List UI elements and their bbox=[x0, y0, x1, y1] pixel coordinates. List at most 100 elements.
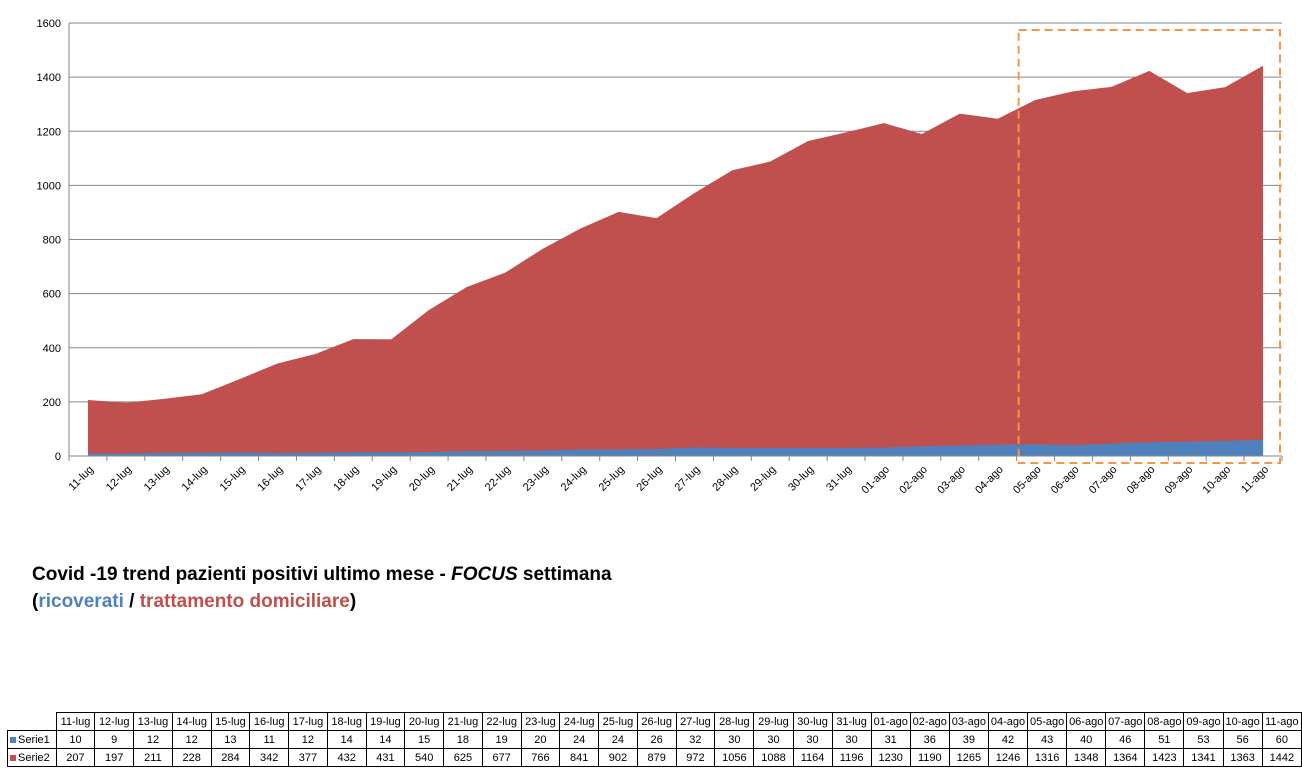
table-cell: 972 bbox=[675, 748, 716, 767]
table-cell: 43 bbox=[1027, 730, 1068, 749]
table-header-cell: 03-ago bbox=[948, 712, 989, 731]
table-header-cell: 11-ago bbox=[1261, 712, 1302, 731]
table-cell: 625 bbox=[443, 748, 483, 767]
y-tick-label: 400 bbox=[43, 343, 61, 355]
table-cell: 1265 bbox=[948, 748, 989, 767]
table-cell: 42 bbox=[987, 730, 1029, 749]
table-cell: 11 bbox=[249, 730, 290, 749]
table-header-cell: 28-lug bbox=[714, 712, 755, 731]
table-cell: 1088 bbox=[753, 748, 794, 767]
x-tick-label: 07-ago bbox=[1087, 464, 1120, 497]
chart-caption: Covid -19 trend pazienti positivi ultimo… bbox=[32, 561, 612, 615]
y-tick-label: 800 bbox=[43, 235, 61, 247]
data-table: 11-lug 12-lug 13-lug 14-lug 15-lug 16-lug 17-l… bbox=[7, 712, 1302, 767]
table-cell: 26 bbox=[636, 730, 677, 749]
table-header-cell: 29-lug bbox=[753, 712, 794, 731]
table-cell: 1341 bbox=[1183, 748, 1224, 767]
table-cell: 1164 bbox=[792, 748, 833, 767]
table-cell: 1442 bbox=[1261, 748, 1302, 767]
table-cell: 431 bbox=[365, 748, 406, 767]
x-tick-label: 20-lug bbox=[407, 464, 437, 494]
caption-focus: FOCUS bbox=[451, 564, 518, 585]
table-header-cell: 21-lug bbox=[443, 712, 483, 731]
caption-ricoverati: ricoverati bbox=[38, 591, 124, 612]
x-tick-label: 18-lug bbox=[331, 464, 361, 494]
table-cell: 20 bbox=[520, 730, 561, 749]
table-cell: 14 bbox=[365, 730, 406, 749]
table-cell: 12 bbox=[288, 730, 328, 749]
y-tick-label: 1600 bbox=[37, 18, 61, 30]
x-tick-label: 19-lug bbox=[369, 464, 399, 494]
table-cell: 12 bbox=[133, 730, 173, 749]
legend-swatch bbox=[10, 754, 16, 761]
table-cell: 53 bbox=[1183, 730, 1224, 749]
x-tick-label: 23-lug bbox=[521, 464, 551, 494]
table-row-label: Serie1 bbox=[7, 730, 57, 749]
table-cell: 14 bbox=[326, 730, 367, 749]
table-cell: 342 bbox=[249, 748, 290, 767]
table-cell: 39 bbox=[948, 730, 989, 749]
table-cell: 677 bbox=[481, 748, 522, 767]
table-cell: 12 bbox=[171, 730, 212, 749]
caption-line-1: Covid -19 trend pazienti positivi ultimo… bbox=[32, 564, 612, 585]
table-cell: 1363 bbox=[1222, 748, 1263, 767]
x-tick-label: 12-lug bbox=[104, 464, 134, 494]
table-cell: 1423 bbox=[1144, 748, 1185, 767]
table-header-row: 11-lug 12-lug 13-lug 14-lug 15-lug 16-lug 17-l… bbox=[8, 712, 1302, 731]
x-tick-label: 01-ago bbox=[859, 464, 892, 497]
table-header-cell: 11-lug bbox=[55, 712, 96, 731]
table-cell: 36 bbox=[909, 730, 950, 749]
table-cell: 228 bbox=[171, 748, 212, 767]
table-cell: 211 bbox=[133, 748, 173, 767]
table-cell: 377 bbox=[288, 748, 328, 767]
x-tick-label: 11-ago bbox=[1239, 464, 1271, 496]
table-cell: 1190 bbox=[909, 748, 950, 767]
table-cell: 19 bbox=[481, 730, 522, 749]
table-cell: 1056 bbox=[714, 748, 755, 767]
table-cell: 1364 bbox=[1105, 748, 1146, 767]
table-header-cell: 06-ago bbox=[1066, 712, 1107, 731]
x-tick-label: 06-ago bbox=[1049, 464, 1082, 497]
table-cell: 32 bbox=[675, 730, 716, 749]
table-cell: 15 bbox=[404, 730, 445, 749]
table-header-cell: 13-lug bbox=[133, 712, 173, 731]
table-header-cell: 30-lug bbox=[792, 712, 833, 731]
table-row-label: Serie2 bbox=[7, 748, 57, 767]
table-header-cell: 10-ago bbox=[1222, 712, 1263, 731]
table-cell: 51 bbox=[1144, 730, 1185, 749]
table-header-cell: 25-lug bbox=[598, 712, 638, 731]
x-tick-label: 15-lug bbox=[218, 464, 248, 494]
table-header-cell: 20-lug bbox=[404, 712, 445, 731]
table-corner bbox=[8, 713, 57, 731]
table-header-cell: 12-lug bbox=[94, 712, 135, 731]
x-tick-label: 21-lug bbox=[445, 464, 475, 494]
x-tick-label: 03-ago bbox=[935, 464, 968, 497]
legend-swatch bbox=[10, 736, 16, 743]
table-header-cell: 24-lug bbox=[559, 712, 600, 731]
x-tick-label: 04-ago bbox=[973, 464, 1006, 497]
x-tick-label: 13-lug bbox=[142, 464, 172, 494]
table-cell: 13 bbox=[210, 730, 251, 749]
caption-line-2: (ricoverati / trattamento domiciliare) bbox=[32, 591, 357, 612]
y-tick-label: 200 bbox=[43, 397, 61, 409]
table-cell: 10 bbox=[55, 730, 96, 749]
table-header-cell: 07-ago bbox=[1105, 712, 1146, 731]
table-cell: 1316 bbox=[1027, 748, 1068, 767]
x-tick-label: 24-lug bbox=[559, 464, 589, 494]
table-header-cell: 27-lug bbox=[675, 712, 716, 731]
table-cell: 56 bbox=[1222, 730, 1263, 749]
area-chart: 0 200 400 600 800 1000 1200 1400 1600 11-lug 12-lu… bbox=[37, 18, 1283, 497]
table-header-cell: 08-ago bbox=[1144, 712, 1185, 731]
table-cell: 30 bbox=[831, 730, 872, 749]
table-cell: 9 bbox=[94, 730, 135, 749]
table-cell: 432 bbox=[326, 748, 367, 767]
x-tick-label: 27-lug bbox=[672, 464, 702, 494]
x-tick-label: 02-ago bbox=[897, 464, 930, 497]
table-cell: 60 bbox=[1261, 730, 1302, 749]
table-header-cell: 16-lug bbox=[249, 712, 290, 731]
table-cell: 879 bbox=[636, 748, 677, 767]
table-header-cell: 14-lug bbox=[171, 712, 212, 731]
series-area-serie2 bbox=[87, 65, 1264, 456]
y-tick-label: 1400 bbox=[37, 72, 61, 84]
table-cell: 18 bbox=[443, 730, 483, 749]
